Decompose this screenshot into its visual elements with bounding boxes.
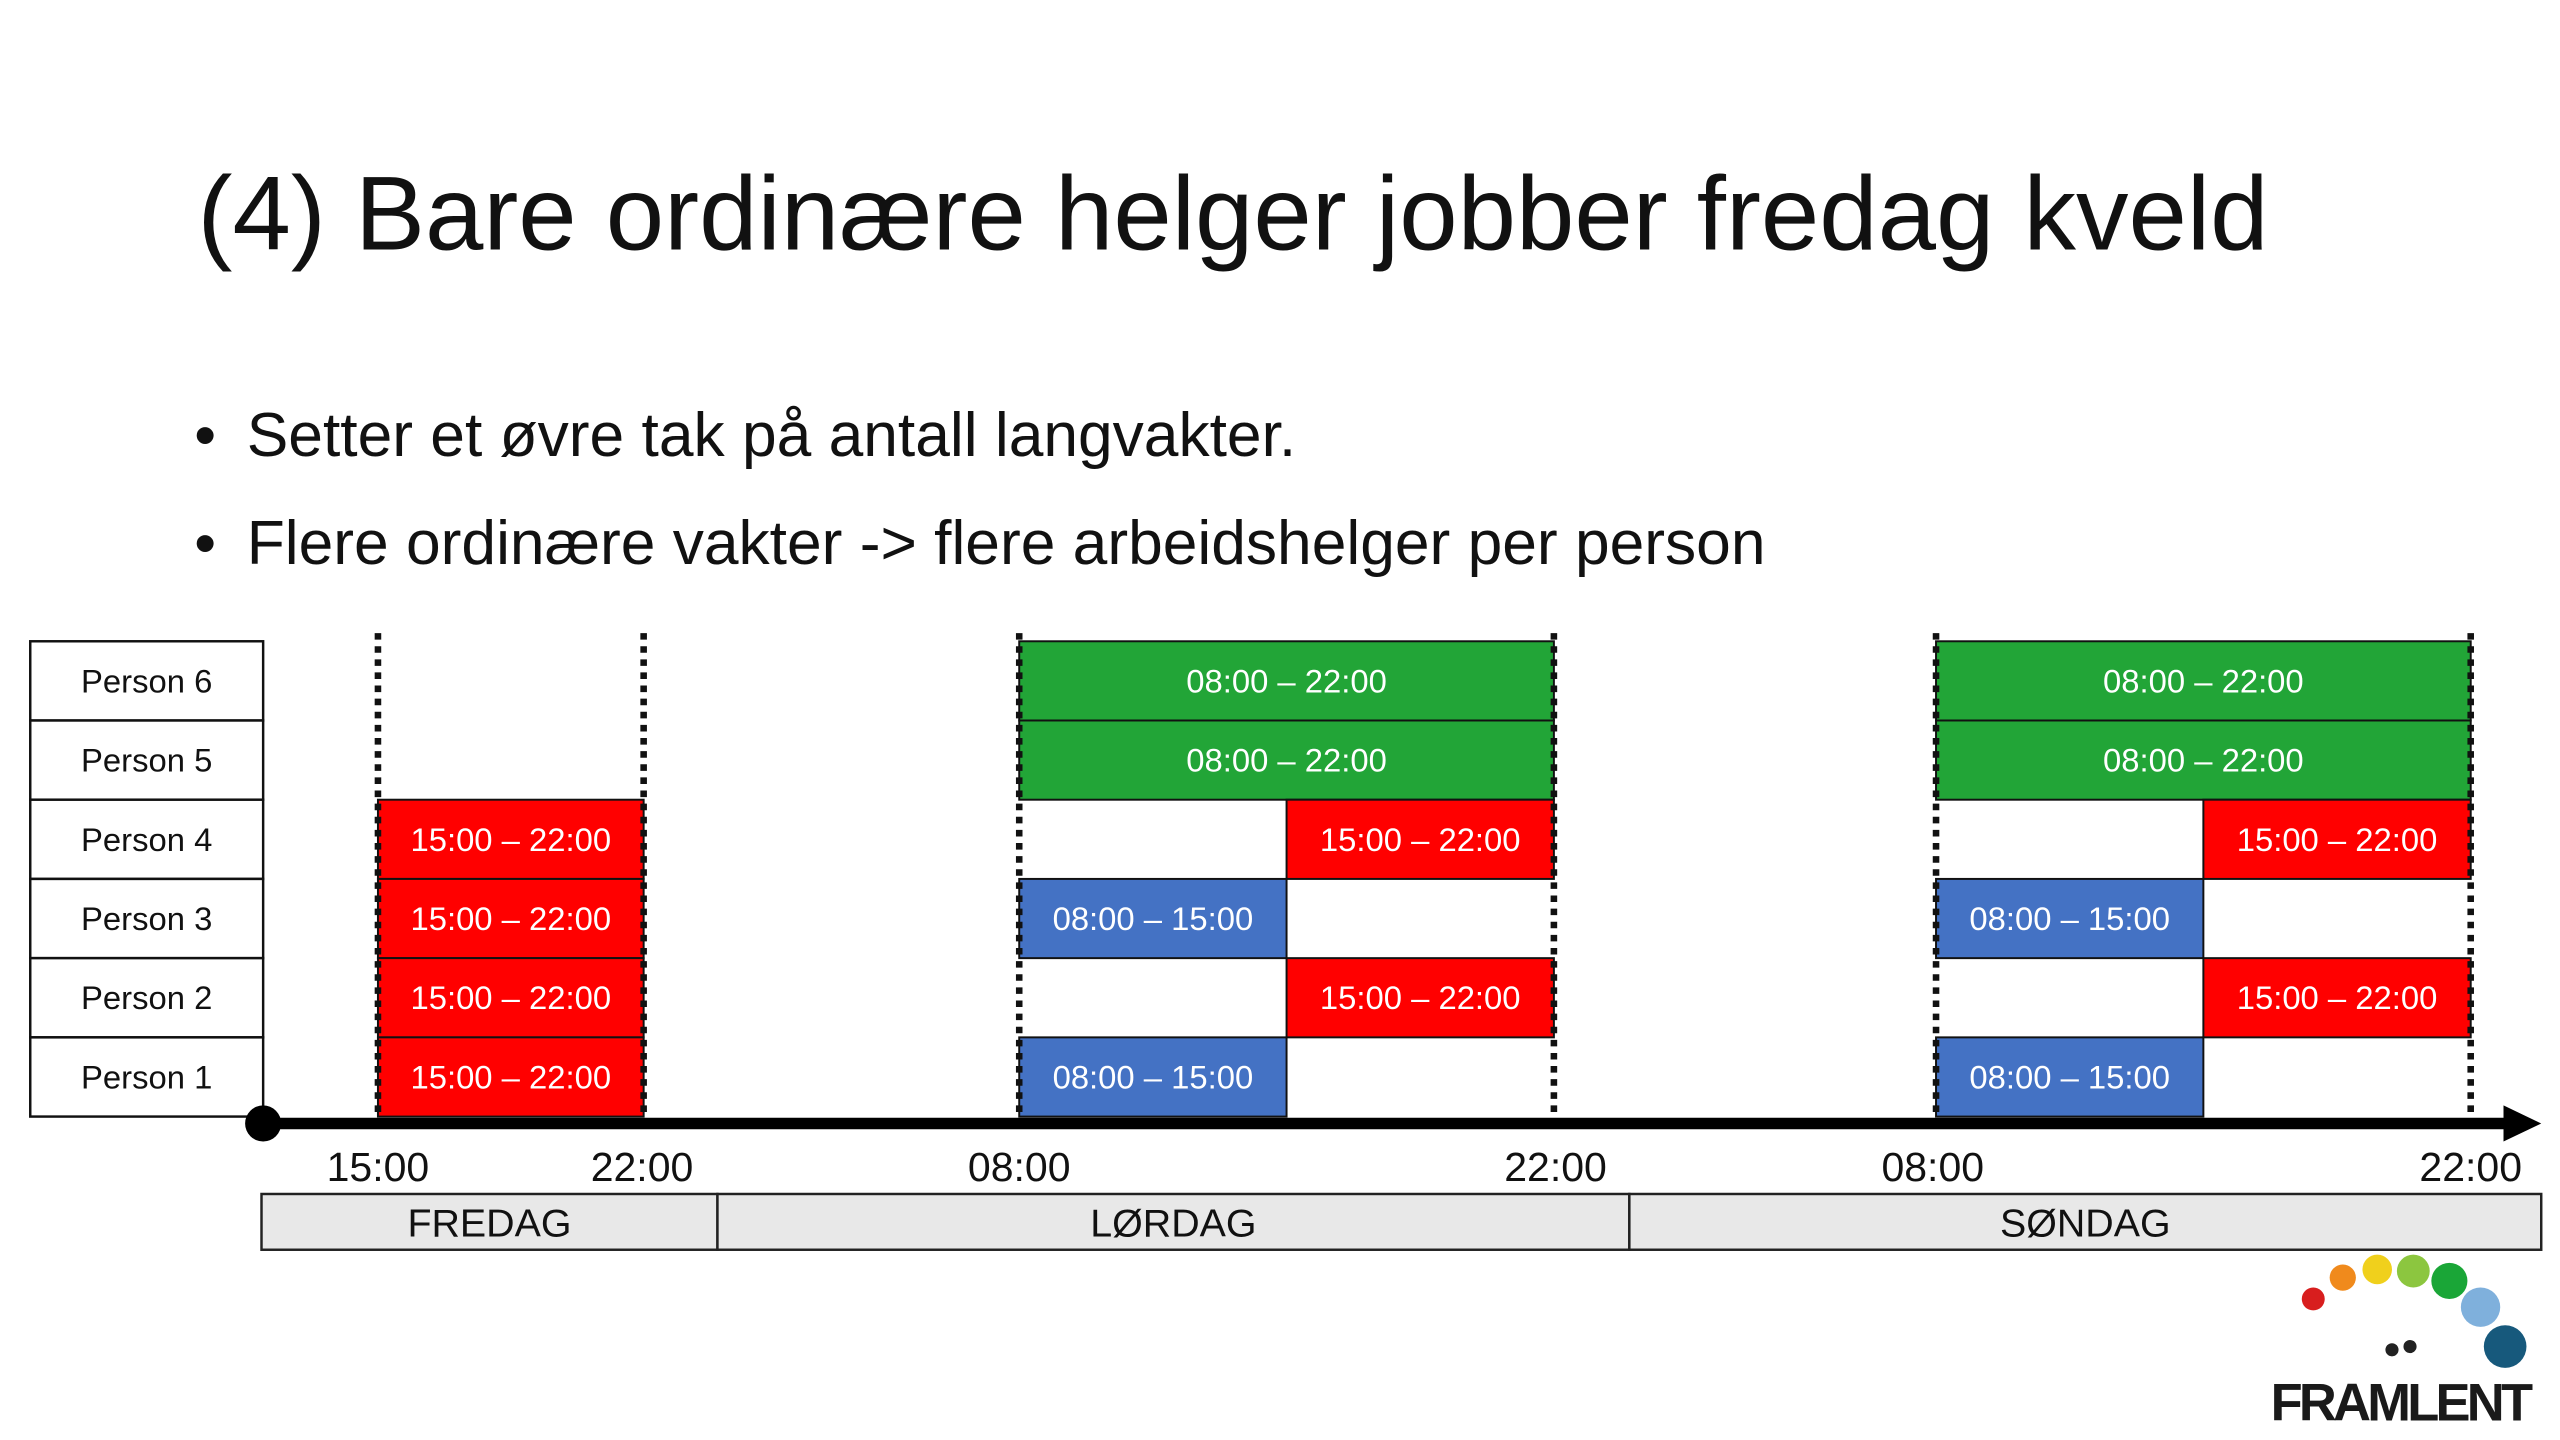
bullet: Flere ordinære vakter -> flere arbeidshe… (247, 509, 1766, 578)
bullet-dot: • (194, 509, 216, 578)
shift-label: 08:00 – 15:00 (1969, 900, 2170, 937)
person-label: Person 5 (81, 742, 212, 779)
shift-block (376, 957, 645, 1039)
bullet-dot: • (194, 401, 216, 470)
shift-block (1018, 719, 1555, 801)
shift-block (2202, 957, 2472, 1039)
shift-label: 15:00 – 22:00 (2237, 821, 2438, 858)
shift-block (1018, 1036, 1288, 1118)
shift-block (1935, 877, 2205, 960)
shift-label: 15:00 – 22:00 (1320, 821, 1521, 858)
time-label: 08:00 (968, 1144, 1071, 1190)
person-label: Person 4 (81, 821, 212, 858)
shift-label: 15:00 – 22:00 (410, 821, 611, 858)
day-box (1628, 1192, 2543, 1251)
shift-block (376, 1036, 645, 1118)
day-box (716, 1192, 1631, 1251)
shift-label: 08:00 – 22:00 (1186, 662, 1387, 699)
time-label: 22:00 (591, 1144, 694, 1190)
shift-label: 08:00 – 22:00 (2103, 742, 2304, 779)
shift-label: 15:00 – 22:00 (1320, 979, 1521, 1016)
shift-block (2202, 798, 2472, 880)
logo: FRAMLENT (2271, 1254, 2533, 1432)
shift-label: 08:00 – 15:00 (1053, 1058, 1254, 1095)
person-label: Person 1 (81, 1058, 212, 1095)
person-box (29, 956, 265, 1039)
time-label: 22:00 (2419, 1144, 2522, 1190)
shift-label: 08:00 – 15:00 (1969, 1058, 2170, 1095)
title: (4) Bare ordinære helger jobber fredag k… (198, 155, 2269, 272)
axis-origin (245, 1105, 282, 1142)
time-label: 08:00 (1881, 1144, 1984, 1190)
person-label: Person 6 (81, 662, 212, 699)
shift-block (1935, 1036, 2205, 1118)
axis-arrow (2503, 1105, 2542, 1142)
person-box (29, 798, 265, 881)
logo-text: FRAMLENT (2271, 1373, 2533, 1432)
day-label: FREDAG (407, 1202, 571, 1246)
shift-label: 15:00 – 22:00 (410, 979, 611, 1016)
person-label: Person 2 (81, 979, 212, 1016)
day-box (260, 1192, 719, 1251)
shift-label: 15:00 – 22:00 (410, 900, 611, 937)
bullet: Setter et øvre tak på antall langvakter. (247, 401, 1297, 470)
shift-block (1935, 640, 2472, 722)
day-label: SØNDAG (2000, 1202, 2171, 1246)
person-box (29, 1036, 265, 1118)
shift-block (1018, 640, 1555, 722)
shift-label: 15:00 – 22:00 (410, 1058, 611, 1095)
shift-block (1285, 957, 1555, 1039)
shift-block (1285, 798, 1555, 880)
shift-block (376, 877, 645, 960)
time-label: 22:00 (1504, 1144, 1607, 1190)
shift-block (1018, 877, 1288, 960)
person-box (29, 719, 265, 801)
shift-label: 15:00 – 22:00 (2237, 979, 2438, 1016)
person-box (29, 877, 265, 960)
person-box (29, 640, 265, 722)
person-label: Person 3 (81, 900, 212, 937)
shift-label: 08:00 – 22:00 (1186, 742, 1387, 779)
shift-label: 08:00 – 22:00 (2103, 662, 2304, 699)
shift-block (376, 798, 645, 880)
shift-label: 08:00 – 15:00 (1053, 900, 1254, 937)
day-label: LØRDAG (1090, 1202, 1256, 1246)
time-label: 15:00 (327, 1144, 430, 1190)
